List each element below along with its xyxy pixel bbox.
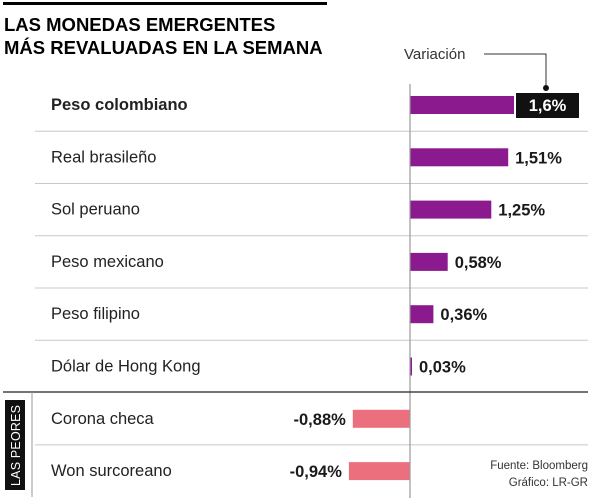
title-rule: [3, 2, 327, 5]
chart-rows: Peso colombiano 1,6% Real brasileño 1,51% So…: [35, 93, 588, 481]
highlight-value-box: [516, 93, 579, 118]
category-label: Peso mexicano: [51, 253, 164, 271]
category-label: Sol peruano: [51, 201, 140, 219]
value-label: 1,51%: [515, 149, 562, 167]
chart-title-line-1: LAS MONEDAS EMERGENTES: [4, 14, 275, 35]
value-label: 1,25%: [498, 202, 545, 220]
chart-title-line-2: MÁS REVALUADAS EN LA SEMANA: [4, 37, 323, 58]
bar: [410, 200, 492, 219]
category-label: Real brasileño: [51, 148, 156, 166]
bar: [410, 357, 412, 376]
bar: [410, 148, 509, 167]
worst-group-tab: [5, 400, 25, 490]
credit-note: Gráfico: LR-GR: [509, 477, 588, 489]
category-label: Corona checa: [51, 410, 155, 428]
category-label: Peso filipino: [51, 305, 140, 323]
category-label: Won surcoreano: [51, 462, 172, 480]
value-label: 1,6%: [529, 97, 567, 115]
bar: [352, 409, 410, 428]
source-note: Fuente: Bloomberg: [490, 460, 588, 472]
worst-group-label: LAS PEORES: [9, 405, 23, 486]
variation-leader-line: [484, 53, 547, 86]
bar: [410, 305, 434, 324]
value-label: -0,94%: [290, 463, 343, 481]
bar: [410, 252, 448, 271]
category-label: Peso colombiano: [51, 96, 188, 114]
bar: [348, 462, 410, 481]
variation-leader-dot: [543, 85, 549, 91]
category-label: Dólar de Hong Kong: [51, 358, 201, 376]
value-label: 0,36%: [440, 306, 487, 324]
value-label: -0,88%: [294, 411, 347, 429]
variation-label: Variación: [404, 46, 465, 63]
value-label: 0,03%: [419, 359, 466, 377]
value-label: 0,58%: [455, 254, 502, 272]
bar: [410, 96, 514, 114]
